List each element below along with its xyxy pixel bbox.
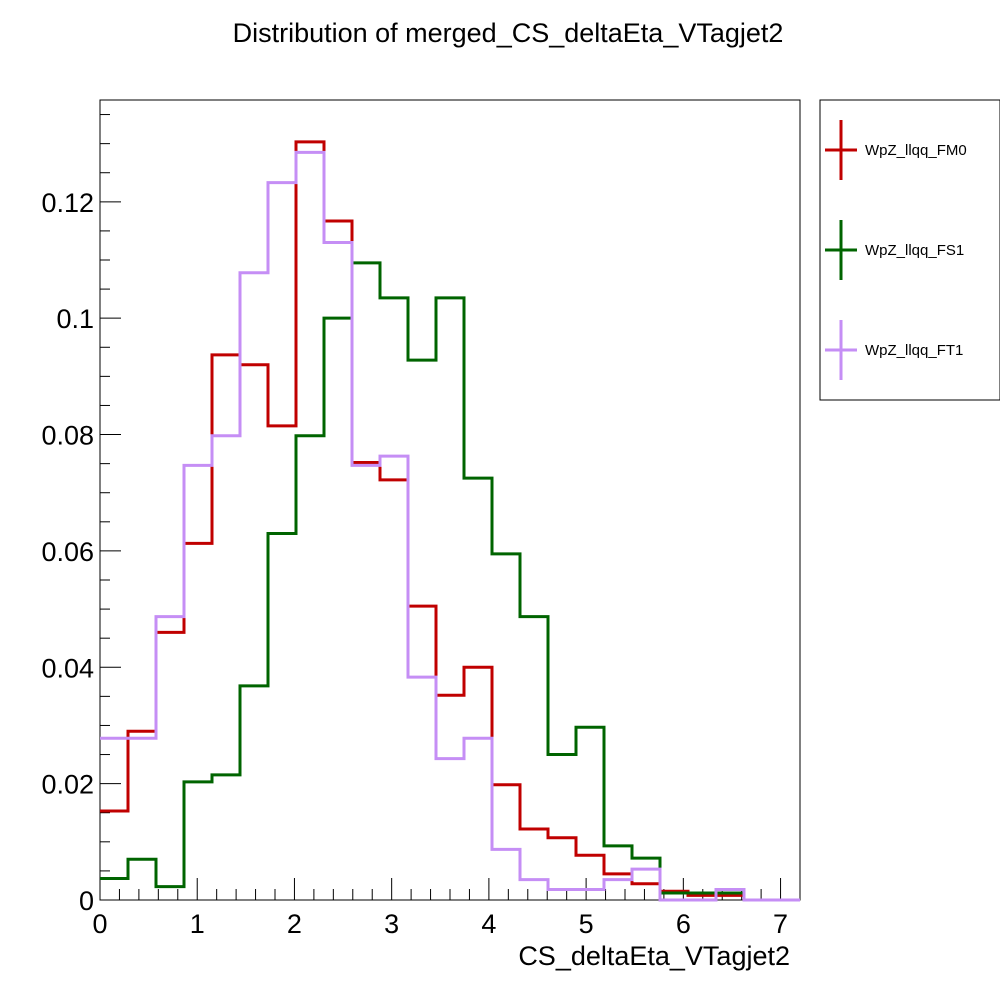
series-group	[100, 140, 800, 902]
y-tick-label: 0.06	[41, 537, 94, 567]
x-tick-label: 0	[92, 909, 107, 939]
y-tick-label: 0.02	[41, 770, 94, 800]
legend-entry: WpZ_llqq_FM0	[825, 120, 967, 180]
y-tick-label: 0.04	[41, 653, 94, 683]
plot-frame	[99, 99, 801, 901]
legend-entry: WpZ_llqq_FS1	[825, 220, 964, 280]
y-tick-label: 0	[79, 886, 94, 916]
legend-entry: WpZ_llqq_FT1	[825, 320, 963, 380]
series-line-3	[100, 150, 800, 902]
y-tick-label: 0.1	[56, 304, 94, 334]
x-tick-label: 1	[190, 909, 205, 939]
series-line-2	[100, 261, 800, 902]
axis-ticks: 0 1 2 3 4 5 6 7 0 0.02 0.04 0.06 0.08 0.1 0.12	[41, 114, 788, 939]
legend-label: WpZ_llqq_FM0	[865, 142, 967, 159]
y-tick-label: 0.12	[41, 188, 94, 218]
legend-label: WpZ_llqq_FT1	[865, 342, 963, 359]
x-tick-label: 7	[773, 909, 788, 939]
x-tick-label: 5	[579, 909, 594, 939]
x-tick-label: 6	[676, 909, 691, 939]
y-tick-label: 0.08	[41, 421, 94, 451]
series-line-1	[100, 140, 800, 902]
x-tick-label: 3	[384, 909, 399, 939]
legend-label: WpZ_llqq_FS1	[865, 242, 964, 259]
legend: WpZ_llqq_FM0 WpZ_llqq_FS1 WpZ_llqq_FT1	[819, 99, 1000, 401]
chart-title: Distribution of merged_CS_deltaEta_VTagj…	[233, 18, 784, 48]
x-tick-label: 4	[481, 909, 496, 939]
x-axis-label: CS_deltaEta_VTagjet2	[518, 941, 790, 971]
x-tick-label: 2	[287, 909, 302, 939]
